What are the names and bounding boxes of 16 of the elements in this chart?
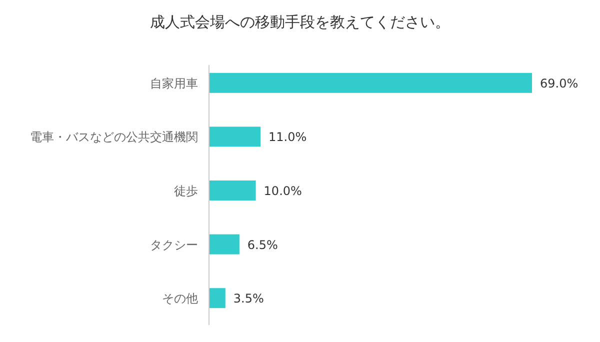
- data-label: 3.5%: [233, 292, 264, 306]
- y-tick-label: タクシー: [150, 238, 198, 252]
- y-tick-label: その他: [162, 292, 198, 306]
- data-label: 69.0%: [540, 76, 578, 90]
- bar: [209, 180, 256, 200]
- y-tick-label: 徒歩: [174, 184, 198, 198]
- bar: [209, 72, 532, 93]
- data-label: 6.5%: [247, 238, 278, 252]
- bar: [209, 288, 226, 308]
- bar: [209, 126, 260, 147]
- bar: [209, 234, 240, 254]
- chart-title: 成人式会場への移動手段を教えてください。: [150, 13, 450, 31]
- data-label: 11.0%: [268, 130, 307, 144]
- y-tick-label: 自家用車: [150, 76, 198, 90]
- data-label: 10.0%: [264, 184, 302, 198]
- y-tick-label: 電車・バスなどの公共交通機関: [30, 130, 198, 144]
